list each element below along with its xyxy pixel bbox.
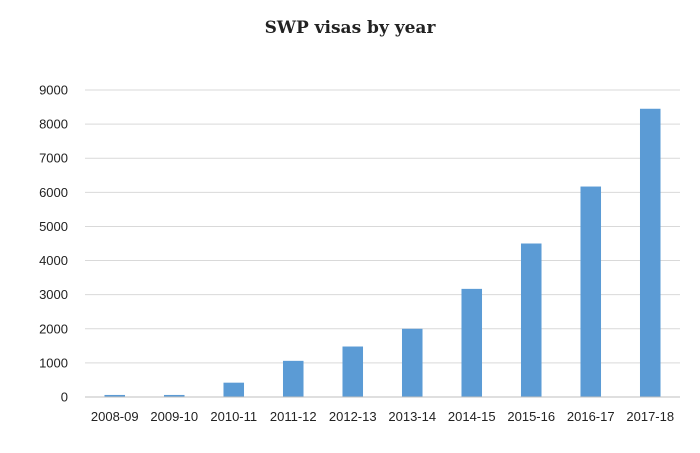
x-tick-label: 2017-18 [626,409,674,424]
x-tick-label: 2010-11 [210,409,257,424]
x-tick-label: 2012-13 [329,409,377,424]
y-tick-label: 4000 [39,253,68,268]
bar-2013-14 [401,328,423,397]
bar-2008-09 [104,394,126,397]
x-tick-label: 2013-14 [388,409,436,424]
bar-2012-13 [342,346,364,397]
y-tick-label: 8000 [39,117,68,132]
chart-title: SWP visas by year [264,18,436,38]
bar-2009-10 [163,394,185,397]
y-tick-label: 0 [61,390,68,405]
x-tick-label: 2009-10 [150,409,198,424]
x-tick-label: 2014-15 [448,409,496,424]
y-tick-label: 1000 [39,355,68,370]
bar-2010-11 [223,382,245,397]
x-tick-label: 2016-17 [567,409,615,424]
bar-2014-15 [461,288,483,397]
y-tick-label: 3000 [39,287,68,302]
y-tick-label: 6000 [39,185,68,200]
bar-2011-12 [282,360,304,397]
x-tick-label: 2011-12 [270,409,317,424]
y-tick-label: 7000 [39,151,68,166]
bar-layer [104,108,661,397]
y-tick-label: 5000 [39,219,68,234]
bar-2015-16 [520,243,542,397]
bar-2017-18 [639,108,661,397]
bar-2016-17 [580,186,602,397]
x-tick-labels: 2008-09 2009-10 2010-11 2011-12 2012-13 2013-… [91,409,674,424]
y-tick-label: 2000 [39,321,68,336]
y-tick-label: 9000 [39,83,68,98]
x-tick-label: 2008-09 [91,409,139,424]
y-tick-labels: 0 1000 2000 3000 4000 5000 6000 7000 8000 9000 [39,83,68,405]
x-tick-label: 2015-16 [507,409,555,424]
